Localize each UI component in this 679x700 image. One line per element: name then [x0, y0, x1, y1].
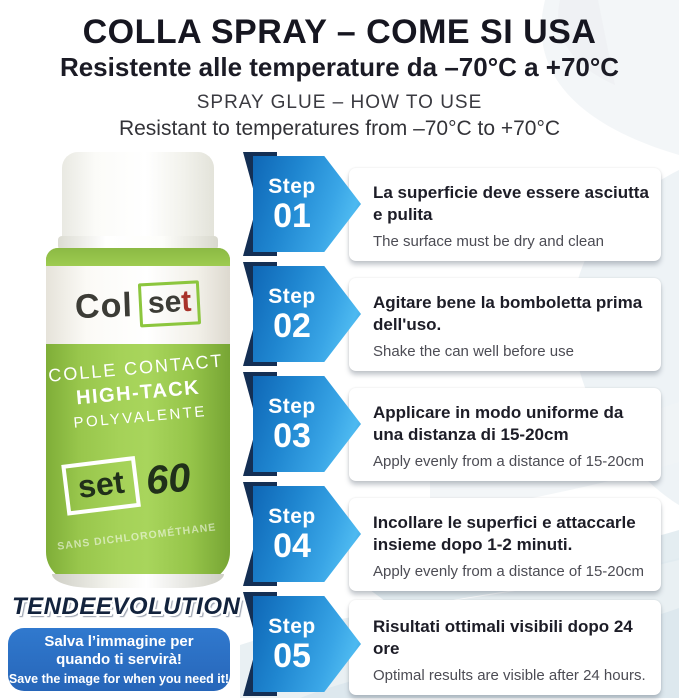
- step-2-card: Agitare bene la bomboletta prima dell'us…: [349, 278, 661, 371]
- brand-logo-t: t: [180, 284, 193, 319]
- step-4-text-english: Apply evenly from a distance of 15-20cm: [373, 562, 644, 580]
- step-3-number: 03: [273, 416, 311, 455]
- arrow-ribbon-icon: Step 01: [253, 156, 361, 252]
- title-english: SPRAY GLUE – HOW TO USE: [196, 92, 483, 114]
- step-4-number: 04: [273, 526, 311, 565]
- save-note-it-line2: quando ti servirà!: [56, 650, 182, 668]
- step-row-5: Step 05 Risultati ottimali visibili dopo…: [243, 590, 667, 700]
- step-1-number: 01: [273, 196, 311, 235]
- step-row-3: Step 03 Applicare in modo uniforme da un…: [243, 370, 667, 481]
- can-cap-lip: [58, 236, 218, 250]
- step-3-text-english: Apply evenly from a distance of 15-20cm: [373, 452, 644, 470]
- can-label-band: Col set: [46, 266, 230, 344]
- arrow-ribbon-icon: Step 05: [253, 596, 361, 692]
- brand-logo: Col set: [74, 280, 202, 329]
- step-1-badge: Step 01: [243, 152, 361, 256]
- save-note-italian: Salva l’immagine per quando ti servirà!: [8, 633, 230, 668]
- can-bottom-rim: [52, 574, 224, 588]
- steps-list: Step 01 La superficie deve essere asciut…: [243, 150, 667, 700]
- arrow-ribbon-icon: Step 02: [253, 266, 361, 362]
- step-1-text-italian: La superficie deve essere asciutta e pul…: [373, 183, 649, 224]
- can-variant-number: 60: [144, 455, 193, 504]
- step-5-label: Step: [268, 614, 316, 638]
- save-note-it-line1: Salva l’immagine per: [44, 633, 194, 651]
- step-row-4: Step 04 Incollare le superfici e attacca…: [243, 480, 667, 591]
- step-1-label: Step: [268, 174, 316, 198]
- header: COLLA SPRAY – COME SI USA Resistente all…: [0, 13, 679, 141]
- subtitle-italian: Resistente alle temperature da –70°C a +…: [59, 52, 620, 83]
- save-image-note: Salva l’immagine per quando ti servirà! …: [8, 628, 230, 691]
- brand-logo-set-box: set: [138, 280, 202, 328]
- can-footnote: SANS DICHLOROMÉTHANE: [56, 521, 217, 553]
- step-5-text-italian: Risultati ottimali visibili dopo 24 ore: [373, 617, 633, 658]
- step-row-1: Step 01 La superficie deve essere asciut…: [243, 150, 667, 261]
- step-3-card: Applicare in modo uniforme da una distan…: [349, 388, 661, 481]
- step-3-label: Step: [268, 394, 316, 418]
- step-5-text-english: Optimal results are visible after 24 hou…: [373, 666, 646, 684]
- title-italian: COLLA SPRAY – COME SI USA: [82, 13, 597, 51]
- save-note-english: Save the image for when you need it!: [8, 671, 230, 686]
- step-4-card: Incollare le superfici e attaccarle insi…: [349, 498, 661, 591]
- step-2-text-italian: Agitare bene la bomboletta prima dell'us…: [373, 293, 643, 334]
- step-4-label: Step: [268, 504, 316, 528]
- step-2-badge: Step 02: [243, 262, 361, 366]
- step-5-number: 05: [273, 636, 311, 675]
- can-body: Col set COLLE CONTACT HIGH-TACK POLYVALE…: [46, 248, 230, 582]
- step-3-text-italian: Applicare in modo uniforme da una distan…: [373, 403, 624, 444]
- arrow-ribbon-icon: Step 03: [253, 376, 361, 472]
- step-4-text-italian: Incollare le superfici e attaccarle insi…: [373, 513, 636, 554]
- step-row-2: Step 02 Agitare bene la bomboletta prima…: [243, 260, 667, 371]
- step-2-number: 02: [273, 306, 311, 345]
- product-can-image: Col set COLLE CONTACT HIGH-TACK POLYVALE…: [38, 150, 238, 590]
- can-label-text: COLLE CONTACT HIGH-TACK POLYVALENTE: [46, 350, 230, 434]
- can-variant-word: set: [61, 455, 142, 516]
- step-5-badge: Step 05: [243, 592, 361, 696]
- brand-logo-col: Col: [74, 285, 134, 326]
- step-2-label: Step: [268, 284, 316, 308]
- step-2-text-english: Shake the can well before use: [373, 342, 574, 360]
- step-1-card: La superficie deve essere asciutta e pul…: [349, 168, 661, 261]
- step-5-card: Risultati ottimali visibili dopo 24 ore …: [349, 600, 661, 695]
- step-1-text-english: The surface must be dry and clean: [373, 232, 604, 250]
- can-shoulder: [46, 248, 230, 266]
- seller-brand: TENDEEVOLUTION: [12, 593, 241, 620]
- brand-logo-se: se: [147, 285, 183, 321]
- can-cap: [62, 152, 214, 240]
- can-variant: set 60: [61, 453, 193, 516]
- arrow-ribbon-icon: Step 04: [253, 486, 361, 582]
- step-4-badge: Step 04: [243, 482, 361, 586]
- step-3-badge: Step 03: [243, 372, 361, 476]
- subtitle-english: Resistant to temperatures from –70°C to …: [118, 117, 561, 141]
